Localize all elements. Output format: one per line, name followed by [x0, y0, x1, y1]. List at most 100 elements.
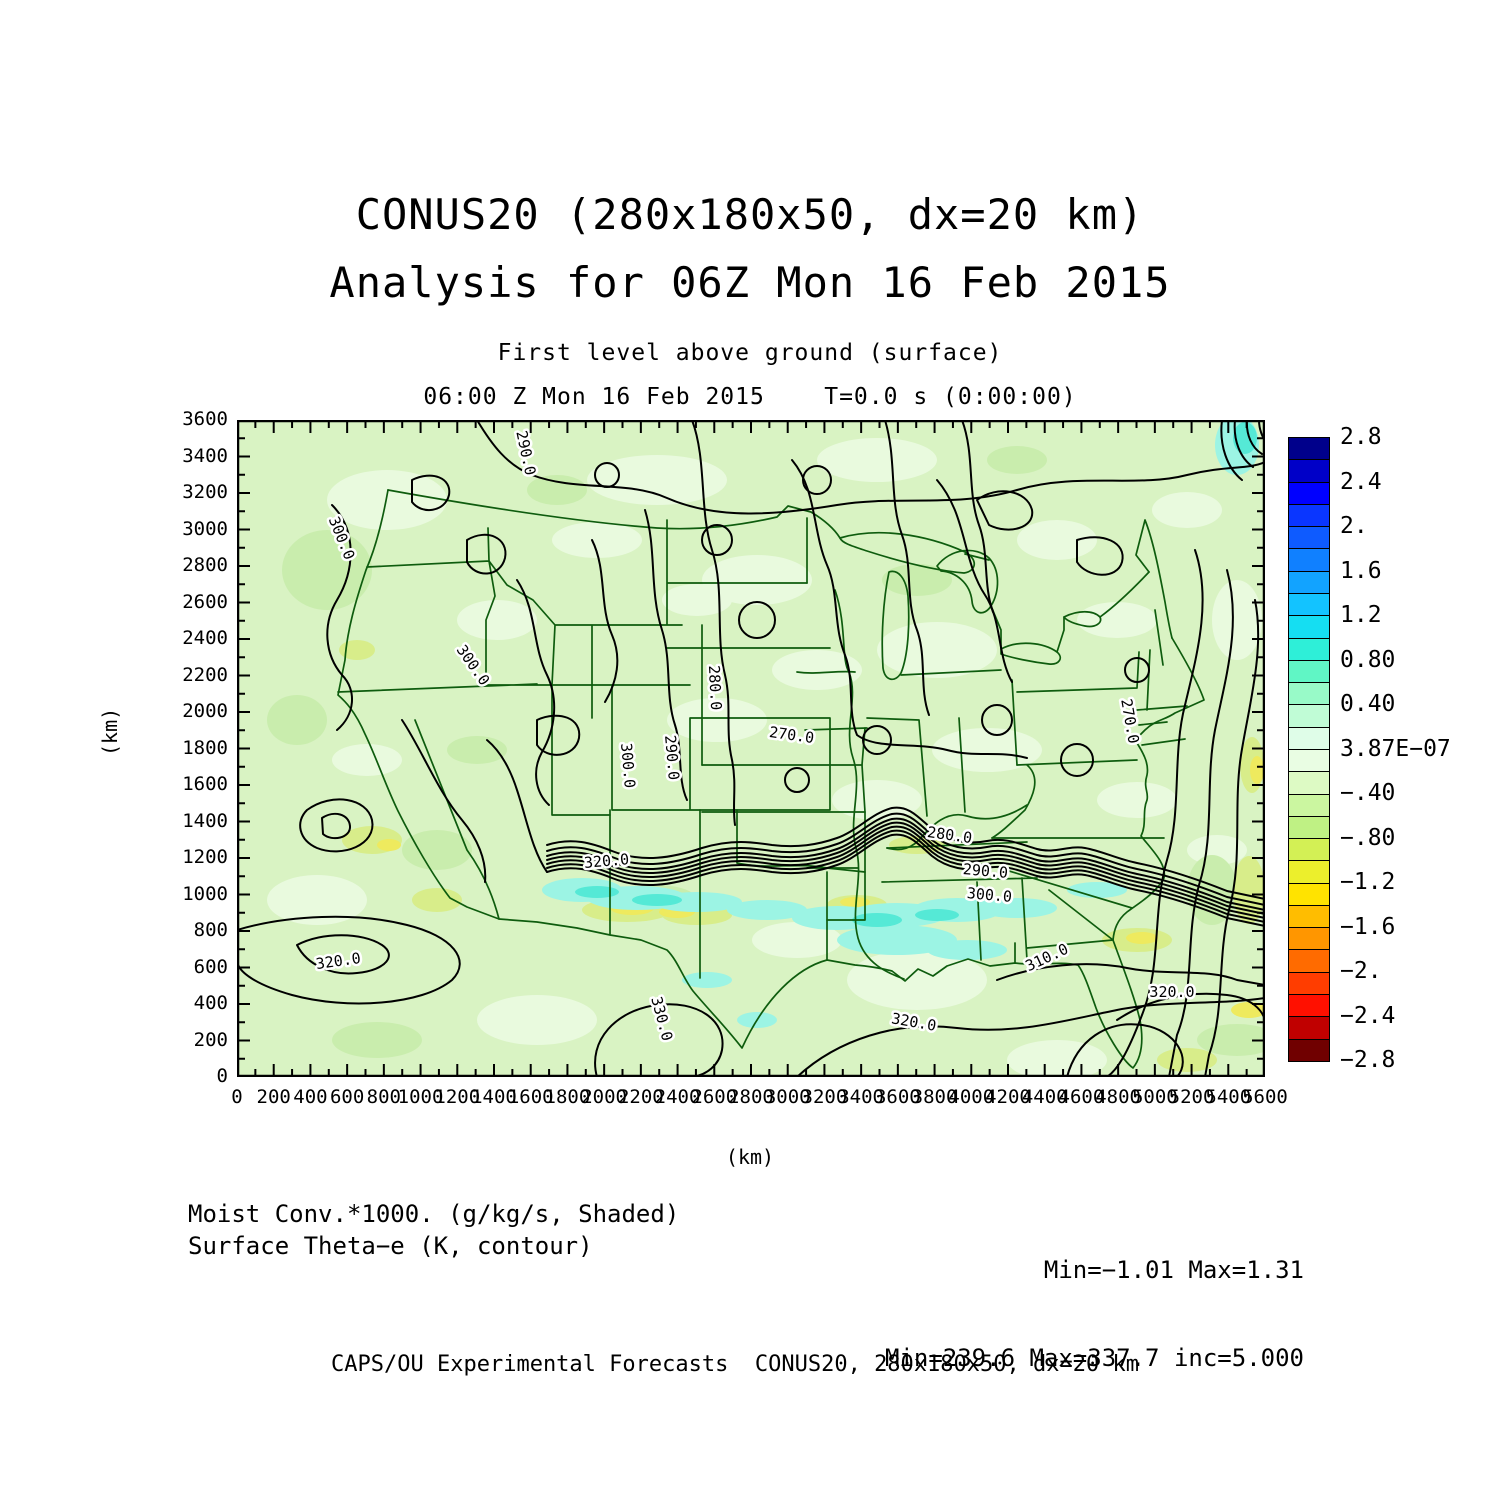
map-plot-area: 290.0 300.0 300.0 300.0 290.0 280.0 270.0 280.0… — [237, 420, 1265, 1077]
theta-e-contours-shape — [1116, 992, 1265, 1021]
map-background — [237, 420, 1265, 1077]
subtitle-level: First level above ground (surface) — [497, 340, 1003, 366]
x-axis-tick-label: 5400 — [1205, 1086, 1252, 1108]
state-borders-shape — [866, 669, 1018, 817]
shading-near-zero-shape — [587, 455, 727, 505]
x-axis-tick-label: 600 — [329, 1086, 365, 1108]
x-axis-tick-label: 3800 — [911, 1086, 958, 1108]
colorbar-cell — [1289, 927, 1329, 950]
y-axis-tick-label: 2600 — [182, 590, 228, 613]
shading-near-zero-shape — [877, 622, 997, 678]
colorbar-cell — [1289, 682, 1329, 705]
shading-strong-negative-shape — [1250, 756, 1264, 784]
shading-near-zero-shape — [702, 555, 812, 605]
theta-e-contours-shape — [546, 833, 1265, 927]
colorbar-cell — [1289, 971, 1329, 995]
x-axis-tick-label: 1000 — [397, 1086, 444, 1108]
x-axis-tick-label: 2600 — [691, 1086, 738, 1108]
x-axis-tick-label: 2400 — [654, 1086, 701, 1108]
theta-e-contours-shape — [784, 767, 810, 793]
theta-e-contours-shape — [411, 474, 451, 511]
theta-e-contours-shape — [516, 579, 556, 806]
x-axis-tick-label: 4600 — [1058, 1086, 1105, 1108]
theta-e-contours-shape — [476, 420, 1265, 515]
y-axis-tick-label: 2400 — [182, 627, 228, 649]
x-axis-tick-label: 4800 — [1095, 1086, 1141, 1108]
theta-e-contours-shape — [401, 719, 487, 883]
theta-e-contours-shape — [536, 714, 581, 756]
shading-negative-shape — [339, 640, 375, 660]
contour-label: 280.0 — [705, 665, 725, 711]
shading-strong-positive-shape — [575, 886, 619, 898]
x-axis-tick-label: 5600 — [1242, 1086, 1288, 1108]
shading-weak-negative-shape — [402, 830, 472, 870]
state-borders-shape — [1063, 610, 1102, 628]
shading-strong-negative-shape — [377, 839, 401, 851]
theta-e-contours-shape — [691, 420, 736, 826]
x-axis-tick-label: 2800 — [728, 1086, 774, 1108]
y-axis-title: (km) — [98, 707, 122, 756]
shading-near-zero-shape — [752, 922, 842, 958]
shading-weak-negative-shape — [882, 564, 952, 596]
x-axis-title: (km) — [725, 1145, 775, 1169]
field-statistics: Min=−1.01 Max=1.31 Min=239.6 Max=337.7 i… — [885, 1200, 1304, 1432]
shading-near-zero-shape — [772, 650, 862, 690]
shading-strong-negative — [377, 756, 1265, 1018]
state-borders-shape — [1000, 642, 1062, 665]
colorbar-label: −1.6 — [1340, 913, 1396, 940]
shading-weak-negative-shape — [447, 736, 507, 764]
shading-negative-shape — [412, 888, 462, 912]
state-borders-shape — [881, 570, 910, 681]
shaded-field-stats: Min=−1.01 Max=1.31 — [1043, 1256, 1304, 1284]
theta-e-contours-shape — [594, 462, 620, 488]
x-axis-tick-label: 4400 — [1021, 1086, 1068, 1108]
state-borders-shape — [1016, 609, 1188, 766]
shading-strong-negative-shape — [1126, 932, 1158, 944]
colorbar-cell — [1289, 1038, 1329, 1061]
colorbar-label: −.80 — [1340, 824, 1396, 851]
shading-weak-negative-shape — [332, 1022, 422, 1058]
theta-e-contours-shape — [1060, 743, 1094, 777]
x-axis-tick-label: 0 — [231, 1086, 243, 1108]
state-borders-shape — [337, 489, 1166, 1069]
shading-near-zero-shape — [1152, 492, 1222, 528]
theta-e-contours-shape — [296, 934, 390, 975]
theta-e-contours-shape — [1220, 420, 1265, 481]
state-borders-shape — [609, 764, 866, 979]
theta-e-contours-shape — [299, 798, 374, 853]
colorbar-cell — [1289, 570, 1329, 593]
theta-e-contours-shape — [981, 704, 1013, 736]
theta-e-contours-shape — [996, 963, 1265, 986]
theta-e-contours-shape — [976, 490, 1034, 531]
x-axis-tick-label: 1800 — [544, 1086, 591, 1108]
theta-e-contours-shape — [1124, 657, 1150, 683]
shading-positive-shape — [1067, 882, 1127, 898]
colorbar-label: 3.87E−07 — [1340, 735, 1451, 762]
y-axis-tick-label: 3000 — [182, 517, 228, 540]
x-axis-tick-label: 1600 — [507, 1086, 554, 1108]
colorbar-cell — [1289, 882, 1329, 905]
theta-e-contours-shape — [321, 812, 351, 840]
colorbar-label: 0.80 — [1340, 646, 1396, 673]
colorbar-cell — [1289, 459, 1329, 482]
x-axis-tick-label: 3000 — [764, 1086, 811, 1108]
x-axis-tick-label: 1400 — [471, 1086, 517, 1108]
theta-e-contours-shape — [1076, 536, 1124, 576]
x-axis-tick-label: 200 — [256, 1086, 291, 1108]
colorbar-cell — [1289, 860, 1329, 883]
state-borders-shape — [1135, 519, 1173, 639]
shading-strong-positive-shape — [915, 909, 959, 921]
colorbar-label: −.40 — [1340, 780, 1396, 806]
theta-e-contours-shape — [644, 509, 688, 801]
colorbar-label: −1.2 — [1340, 869, 1396, 895]
subtitle-valid-time: 06:00 Z Mon 16 Feb 2015 T=0.0 s (0:00:00… — [423, 384, 1077, 410]
shading-strong-positive-shape — [632, 894, 682, 906]
y-axis-tick-label: 2800 — [182, 554, 228, 576]
attribution-footer: CAPS/OU Experimental Forecasts CONUS20, … — [331, 1352, 1139, 1377]
x-axis-tick-label: 4000 — [948, 1086, 995, 1108]
x-axis-tick-label: 3600 — [874, 1086, 921, 1108]
shading-near-zero-shape — [1212, 580, 1262, 660]
theta-e-contours-shape — [1106, 549, 1204, 1077]
y-axis-tick-label: 3400 — [182, 444, 228, 467]
